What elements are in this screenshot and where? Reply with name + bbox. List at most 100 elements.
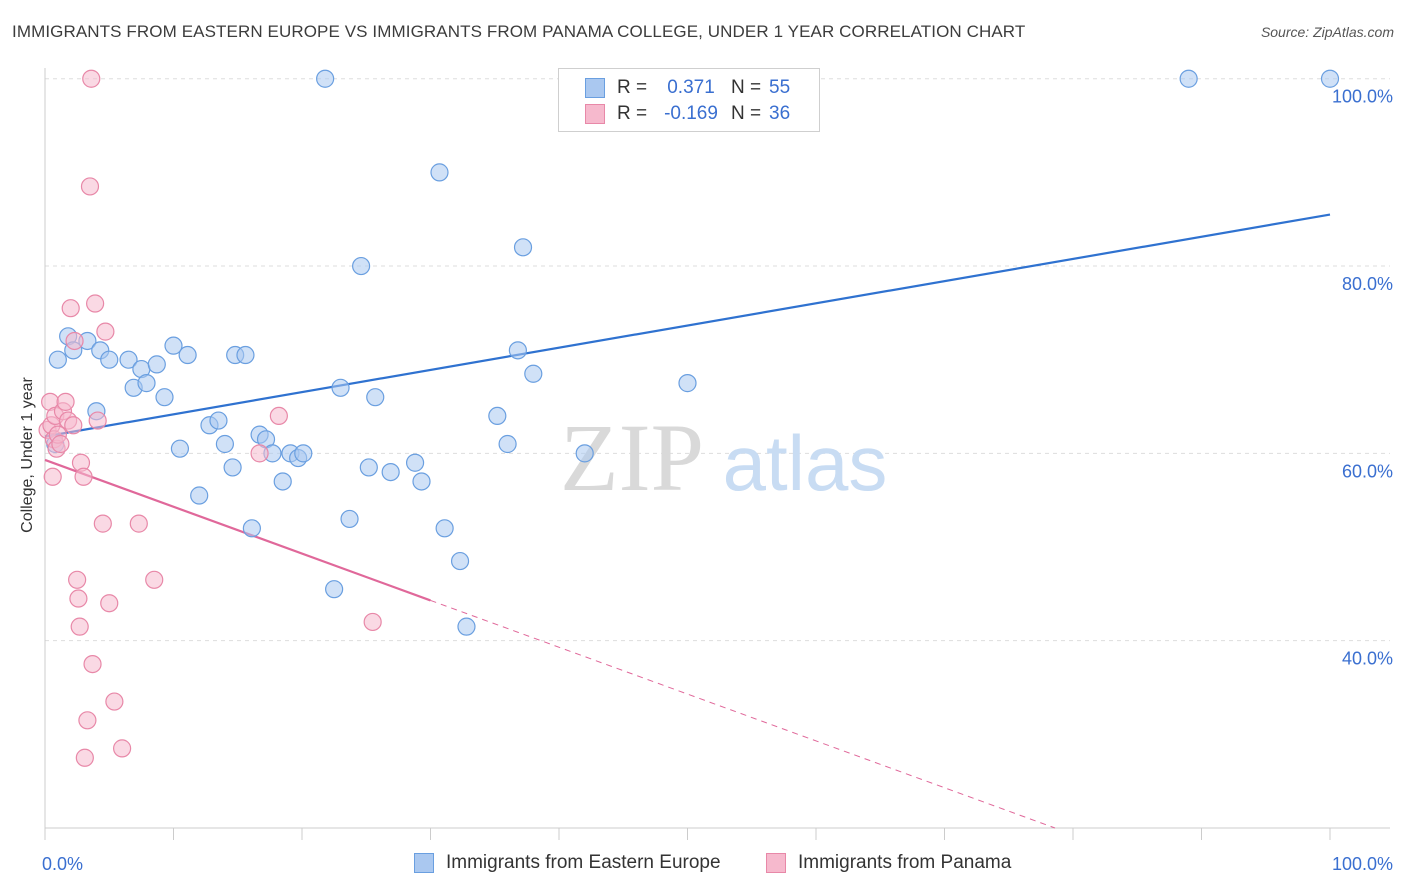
point-eastern-europe bbox=[575, 444, 594, 463]
legend-item-panama[interactable]: Immigrants from Panama bbox=[766, 852, 1011, 874]
legend-swatch-blue bbox=[585, 78, 605, 98]
point-panama bbox=[69, 589, 88, 608]
point-panama bbox=[269, 406, 288, 426]
point-panama bbox=[80, 177, 100, 196]
point-eastern-europe bbox=[435, 519, 454, 538]
y-tick-label: 40.0% bbox=[1342, 649, 1393, 669]
legend-r-key: R = bbox=[617, 103, 648, 124]
point-eastern-europe bbox=[164, 336, 183, 355]
trend-line-eastern-europe bbox=[44, 213, 1331, 438]
point-panama bbox=[64, 416, 83, 435]
point-eastern-europe bbox=[236, 345, 255, 365]
point-panama bbox=[112, 739, 132, 758]
legend-r-key: R = bbox=[617, 77, 648, 98]
point-panama bbox=[70, 617, 89, 636]
point-panama bbox=[105, 692, 124, 711]
point-eastern-europe bbox=[524, 364, 543, 383]
correlation-legend: R = 0.371 N = 55 R = -0.169 N = 36 bbox=[558, 68, 820, 132]
legend-swatch-pink bbox=[585, 104, 605, 124]
point-eastern-europe bbox=[48, 350, 67, 369]
point-eastern-europe bbox=[488, 406, 507, 426]
point-panama bbox=[250, 444, 269, 463]
point-eastern-europe bbox=[405, 453, 425, 472]
point-eastern-europe bbox=[1320, 69, 1340, 88]
point-panama bbox=[100, 594, 119, 613]
point-panama bbox=[65, 331, 84, 351]
point-panama bbox=[86, 294, 105, 313]
point-panama bbox=[78, 711, 97, 730]
y-tick-label: 100.0% bbox=[1332, 87, 1393, 107]
legend-n-key: N = bbox=[731, 77, 762, 98]
legend-swatch-pink bbox=[766, 853, 786, 873]
point-eastern-europe bbox=[340, 509, 359, 529]
series-legend: Immigrants from Eastern Europe Immigrant… bbox=[0, 852, 1406, 878]
point-eastern-europe bbox=[242, 519, 261, 538]
legend-item-eastern-europe[interactable]: Immigrants from Eastern Europe bbox=[414, 852, 721, 874]
point-eastern-europe bbox=[325, 580, 344, 599]
trend-lines bbox=[44, 213, 1331, 829]
point-panama bbox=[145, 570, 164, 589]
point-eastern-europe bbox=[273, 472, 292, 491]
point-eastern-europe bbox=[498, 434, 517, 454]
y-tick-labels: 40.0% 60.0% 80.0% 100.0% bbox=[1332, 87, 1393, 669]
point-eastern-europe bbox=[508, 341, 527, 360]
point-eastern-europe bbox=[316, 69, 335, 88]
point-eastern-europe bbox=[331, 378, 350, 397]
point-eastern-europe bbox=[223, 458, 242, 477]
chart-title: IMMIGRANTS FROM EASTERN EUROPE VS IMMIGR… bbox=[12, 22, 1026, 41]
point-panama bbox=[96, 322, 115, 341]
point-eastern-europe bbox=[359, 458, 378, 477]
point-panama bbox=[61, 299, 80, 318]
point-panama bbox=[68, 570, 87, 589]
point-eastern-europe bbox=[155, 388, 174, 407]
point-eastern-europe bbox=[190, 486, 209, 505]
x-tick-label: 0.0% bbox=[42, 854, 83, 874]
point-eastern-europe bbox=[147, 355, 166, 374]
point-panama bbox=[93, 514, 112, 533]
trend-line-panama bbox=[44, 458, 431, 602]
point-panama bbox=[56, 392, 75, 411]
trend-line-panama-extension bbox=[430, 599, 1056, 829]
watermark-atlas: atlas bbox=[723, 419, 888, 507]
y-tick-label: 60.0% bbox=[1342, 461, 1393, 481]
point-eastern-europe bbox=[178, 345, 197, 365]
legend-row-panama: R = -0.169 N = 36 bbox=[585, 101, 790, 127]
point-eastern-europe bbox=[381, 462, 400, 482]
point-eastern-europe bbox=[209, 411, 228, 430]
point-eastern-europe bbox=[119, 350, 138, 369]
x-tick-label: 100.0% bbox=[1332, 854, 1393, 874]
point-eastern-europe bbox=[457, 617, 476, 636]
point-eastern-europe bbox=[100, 350, 119, 369]
x-tick-labels: 0.0% 100.0% bbox=[42, 854, 1393, 874]
point-eastern-europe bbox=[430, 163, 449, 182]
point-panama bbox=[75, 748, 94, 767]
y-tick-label: 80.0% bbox=[1342, 274, 1393, 294]
point-panama bbox=[129, 514, 148, 533]
legend-row-eastern-europe: R = 0.371 N = 55 bbox=[585, 75, 790, 101]
point-eastern-europe bbox=[366, 388, 385, 407]
point-eastern-europe bbox=[1179, 69, 1198, 88]
data-points bbox=[38, 69, 1340, 767]
y-axis-label: College, Under 1 year bbox=[19, 377, 36, 533]
point-eastern-europe bbox=[170, 439, 190, 458]
point-eastern-europe bbox=[215, 434, 234, 454]
legend-label: Immigrants from Eastern Europe bbox=[446, 852, 721, 873]
point-panama bbox=[88, 411, 107, 430]
point-panama bbox=[43, 467, 62, 486]
axes bbox=[44, 68, 1390, 840]
source-label: Source: ZipAtlas.com bbox=[1260, 24, 1394, 40]
point-panama bbox=[363, 612, 382, 632]
point-eastern-europe bbox=[294, 444, 313, 463]
legend-n-value: 55 bbox=[769, 77, 791, 98]
legend-swatch-blue bbox=[414, 853, 434, 873]
legend-n-key: N = bbox=[731, 103, 762, 124]
point-panama bbox=[74, 467, 93, 486]
point-panama bbox=[82, 69, 101, 88]
point-eastern-europe bbox=[450, 551, 470, 571]
point-eastern-europe bbox=[137, 374, 156, 393]
point-eastern-europe bbox=[513, 238, 533, 257]
legend-label: Immigrants from Panama bbox=[798, 852, 1012, 873]
point-eastern-europe bbox=[412, 472, 431, 491]
point-eastern-europe bbox=[352, 256, 371, 276]
